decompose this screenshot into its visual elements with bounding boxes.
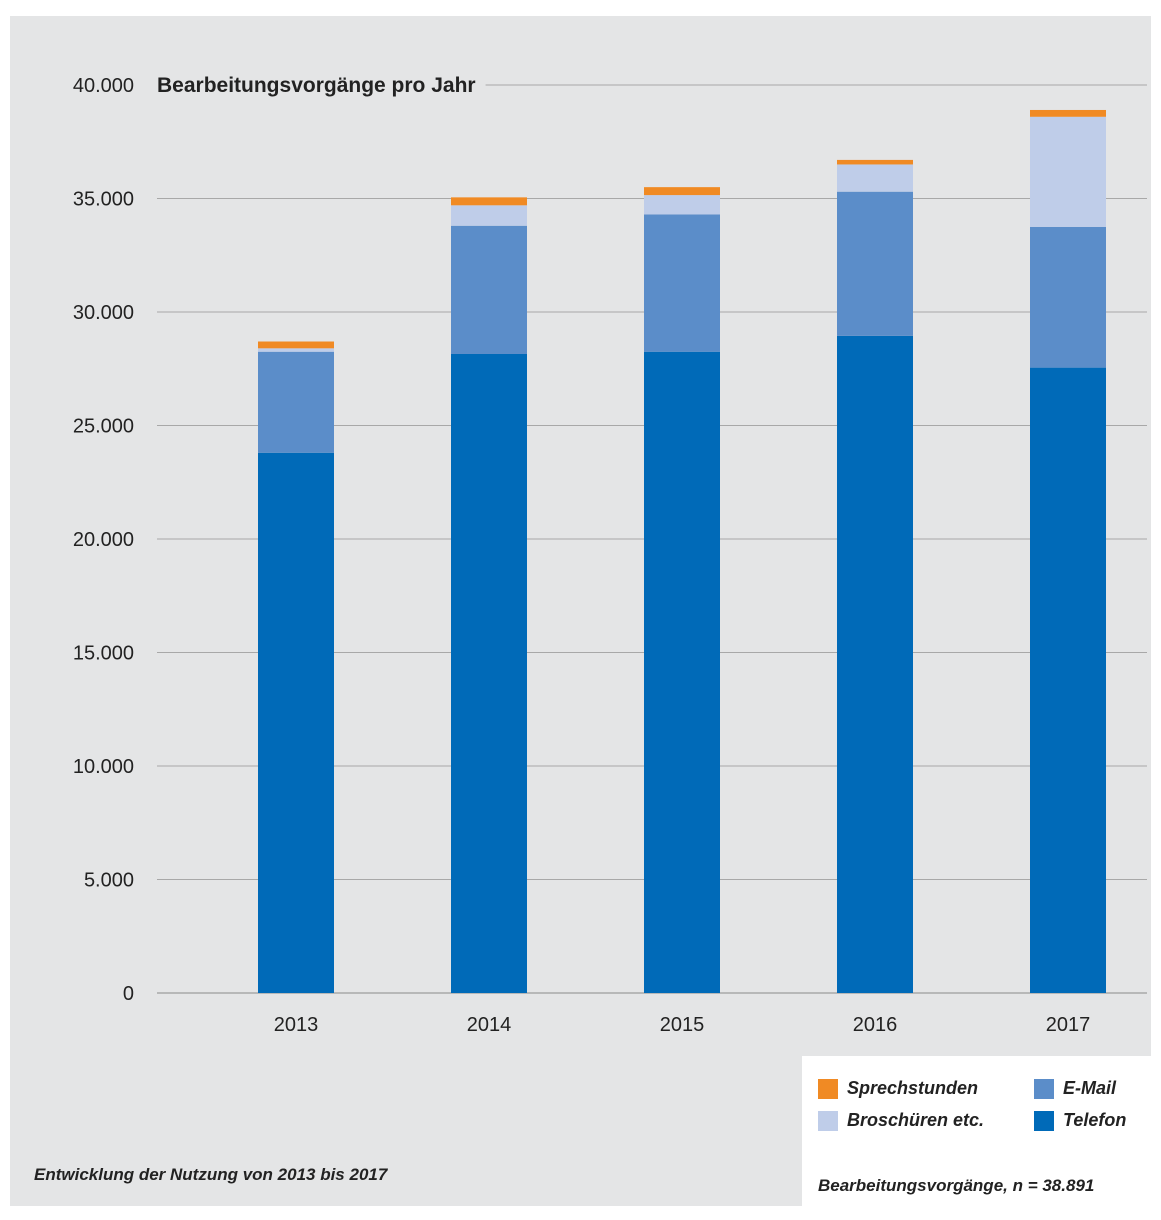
x-tick-label-2013: 2013 [274,1014,319,1036]
chart-panel [10,16,1151,1206]
y-tick-label-15000: 15.000 [73,643,134,665]
bar-2015-e-mail [644,214,720,352]
bar-2017-brosch-ren-etc [1030,116,1106,227]
legend-label-sprechstunden: Sprechstunden [847,1078,979,1098]
x-tick-label-2015: 2015 [660,1014,705,1036]
y-tick-label-20000: 20.000 [73,529,134,551]
y-axis: 0 5.000 10.000 15.000 20.000 25.000 30.000 35.0… [73,75,134,1005]
bar-2014-sprechstunden [451,197,527,206]
legend-swatch-sprechstunden [818,1078,838,1099]
chart-title-background [151,72,486,99]
y-tick-label-10000: 10.000 [73,756,134,778]
y-tick-label-35000: 35.000 [73,189,134,211]
bar-2015-sprechstunden [644,187,720,196]
bar-2017-e-mail [1030,226,1106,368]
bar-2015-telefon [644,351,720,994]
x-tick-label-2017: 2017 [1046,1014,1091,1036]
legend-label-broschueren: Broschüren etc. [847,1110,985,1130]
y-tick-label-40000: 40.000 [73,75,134,97]
bar-2017-sprechstunden [1030,109,1106,117]
x-tick-label-2014: 2014 [467,1014,512,1036]
bar-2013-telefon [258,452,334,993]
chart-title: Bearbeitungsvorgänge pro Jahr [157,74,476,97]
legend-swatch-telefon [1034,1110,1054,1131]
x-tick-label-2016: 2016 [853,1014,898,1036]
bar-2014-telefon [451,353,527,993]
legend-label-email: E-Mail [1063,1078,1117,1098]
legend-item-broschueren: Broschüren etc. [818,1110,984,1131]
bar-2016-brosch-ren-etc [837,164,913,192]
legend-swatch-email [1034,1078,1054,1099]
bar-2016-e-mail [837,191,913,336]
y-tick-label-25000: 25.000 [73,416,134,438]
bars [258,109,1106,994]
bar-2013-sprechstunden [258,341,334,349]
legend-swatch-broschueren [818,1110,838,1131]
legend: Sprechstunden E-Mail Broschüren etc. Tel… [802,1056,1151,1206]
bar-2013-e-mail [258,351,334,453]
legend-label-telefon: Telefon [1063,1110,1127,1130]
bar-2015-brosch-ren-etc [644,195,720,215]
bar-2017-telefon [1030,367,1106,993]
legend-item-telefon: Telefon [1034,1110,1126,1131]
bar-2014-e-mail [451,225,527,354]
y-tick-label-30000: 30.000 [73,302,134,324]
bar-2016-telefon [837,335,913,994]
x-axis: 2013 2014 2015 2016 2017 [274,1014,1091,1036]
legend-note: Bearbeitungsvorgänge, n = 38.891 [818,1176,1095,1195]
y-tick-label-0: 0 [123,983,134,1005]
chart-caption: Entwicklung der Nutzung von 2013 bis 201… [34,1165,388,1184]
legend-item-sprechstunden: Sprechstunden [818,1078,978,1099]
legend-item-email: E-Mail [1034,1078,1116,1099]
y-tick-label-5000: 5.000 [84,870,134,892]
bar-2014-brosch-ren-etc [451,205,527,226]
bar-2013-brosch-ren-etc [258,348,334,352]
bar-2016-sprechstunden [837,159,913,165]
